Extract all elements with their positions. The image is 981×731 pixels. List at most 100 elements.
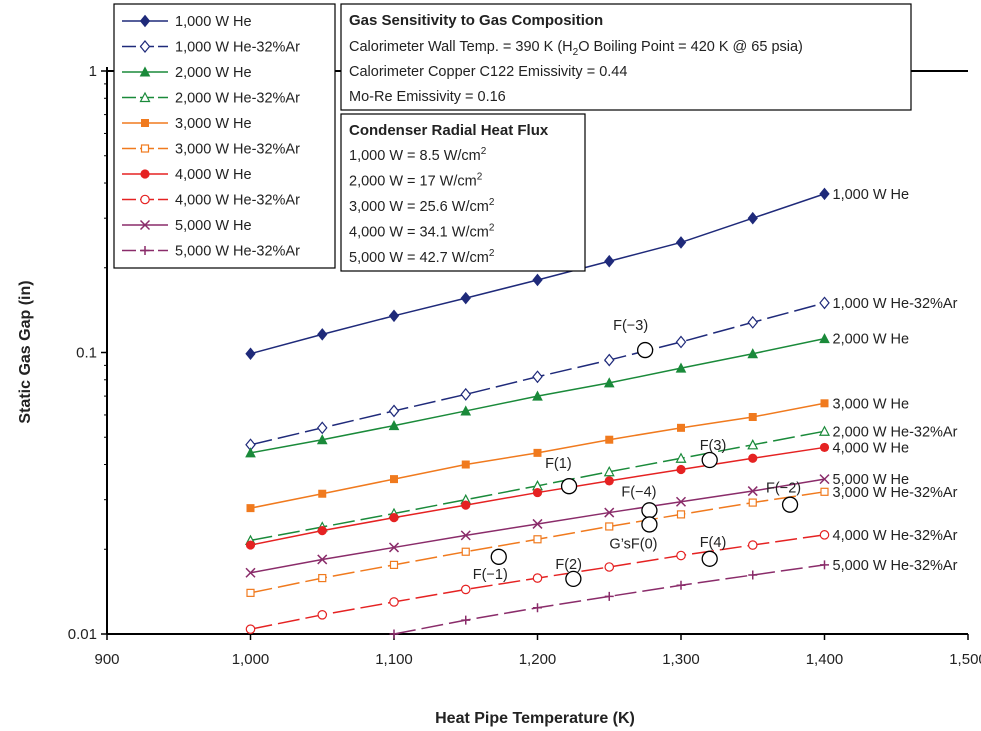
data-point (747, 439, 759, 450)
data-point (532, 573, 543, 583)
data-point (748, 413, 757, 422)
data-point (748, 570, 758, 580)
data-point (747, 348, 759, 359)
data-point (677, 423, 685, 432)
series-5 (246, 487, 829, 597)
data-point (603, 353, 615, 367)
data-point (604, 507, 615, 518)
series-end-label: 3,000 W He (833, 396, 910, 412)
series-8 (245, 474, 830, 578)
data-point (676, 550, 686, 561)
series-2 (245, 333, 830, 458)
legend-item: 1,000 W He-32%Ar (122, 40, 300, 56)
series-3 (245, 425, 830, 546)
data-point (139, 40, 151, 53)
flux-superscript: 2 (489, 248, 495, 259)
info-box-line: Mo-Re Emissivity = 0.16 (349, 89, 506, 105)
legend-frame (113, 3, 336, 269)
series-6 (245, 442, 830, 550)
data-point (317, 525, 327, 536)
series-end-label: 2,000 W He (833, 332, 910, 348)
data-point (140, 246, 150, 255)
data-point (819, 530, 830, 540)
x-tick-label: 1,400 (806, 651, 844, 668)
legend-label: 3,000 W He (175, 116, 252, 132)
legend-item: 4,000 W He (122, 167, 252, 183)
legend-label: 3,000 W He-32%Ar (175, 142, 300, 158)
x-tick-label: 1,200 (519, 651, 557, 668)
data-point (461, 547, 470, 556)
info-box-line: Calorimeter Wall Temp. = 390 K (H2O Boil… (349, 39, 803, 58)
data-point (603, 465, 615, 477)
data-point (675, 452, 687, 463)
info-subscript: 2 (573, 47, 579, 58)
data-point (139, 91, 151, 103)
flux-superscript: 2 (477, 172, 483, 183)
data-point (747, 315, 759, 329)
y-tick-label: 0.01 (68, 626, 97, 643)
data-point (819, 425, 830, 436)
data-point (532, 390, 543, 401)
series-end-label: 1,000 W He (833, 187, 910, 203)
data-point (747, 211, 758, 225)
annotation-circle (641, 502, 658, 519)
data-point (461, 500, 471, 510)
annotation-circle (641, 516, 658, 533)
data-point (460, 584, 471, 595)
annotation-circle (560, 478, 578, 495)
info-text: Calorimeter Wall Temp. = 390 K (H (349, 39, 573, 55)
series-end-labels: 1,000 W He 1,000 W He-32%Ar 2,000 W He 2,00… (833, 187, 958, 574)
data-point (245, 567, 256, 578)
legend-label: 2,000 W He-32%Ar (175, 91, 300, 107)
flux-box: Condenser Radial Heat Flux 1,000 W = 8.5 … (340, 113, 586, 272)
legend-label: 2,000 W He (175, 65, 252, 81)
legend-label: 5,000 W He (175, 218, 252, 234)
series-end-label: 5,000 W He-32%Ar (833, 558, 958, 574)
data-point (676, 580, 686, 590)
data-point (748, 453, 758, 463)
data-point (388, 309, 400, 323)
flux-item: 3,000 W = 25.6 W/cm2 (349, 197, 495, 215)
annotation-circle (636, 341, 654, 359)
series-end-label: 3,000 W He-32%Ar (833, 485, 958, 501)
data-point (317, 610, 328, 620)
x-tick-label: 1,300 (662, 651, 700, 668)
legend-item: 3,000 W He-32%Ar (122, 142, 300, 158)
data-point (748, 498, 757, 507)
data-point (461, 460, 470, 469)
data-point (141, 119, 149, 127)
data-point (605, 522, 614, 531)
data-point (245, 347, 256, 361)
data-point (532, 370, 543, 384)
info-box-title: Gas Sensitivity to Gas Composition (349, 12, 603, 29)
data-point (533, 535, 542, 544)
data-point (460, 291, 471, 305)
data-point (819, 474, 830, 485)
data-point (389, 629, 399, 639)
data-point (390, 475, 398, 484)
data-point (820, 560, 829, 570)
data-point (139, 219, 151, 231)
series-7 (245, 530, 830, 635)
legend: 1,000 W He 1,000 W He-32%Ar 2,000 W He 2,00… (113, 3, 336, 269)
data-point (675, 335, 687, 349)
y-tick-label: 1 (89, 63, 97, 80)
annotation-label: F(−2) (766, 481, 801, 497)
data-point (675, 362, 687, 373)
data-point (389, 513, 399, 523)
data-point (460, 387, 472, 401)
data-point (605, 435, 614, 444)
data-point (246, 588, 255, 597)
annotation-circle (701, 451, 718, 469)
data-point (140, 194, 150, 205)
legend-label: 4,000 W He-32%Ar (175, 193, 300, 209)
data-point (139, 66, 151, 77)
legend-item: 5,000 W He-32%Ar (122, 244, 300, 260)
data-point (819, 333, 830, 344)
data-point (318, 573, 327, 583)
annotation-label: F(1) (545, 456, 572, 472)
data-point (245, 540, 256, 550)
annotation-circle (490, 548, 507, 565)
data-point (604, 476, 614, 486)
flux-text: 5,000 W = 42.7 W/cm (349, 250, 489, 266)
